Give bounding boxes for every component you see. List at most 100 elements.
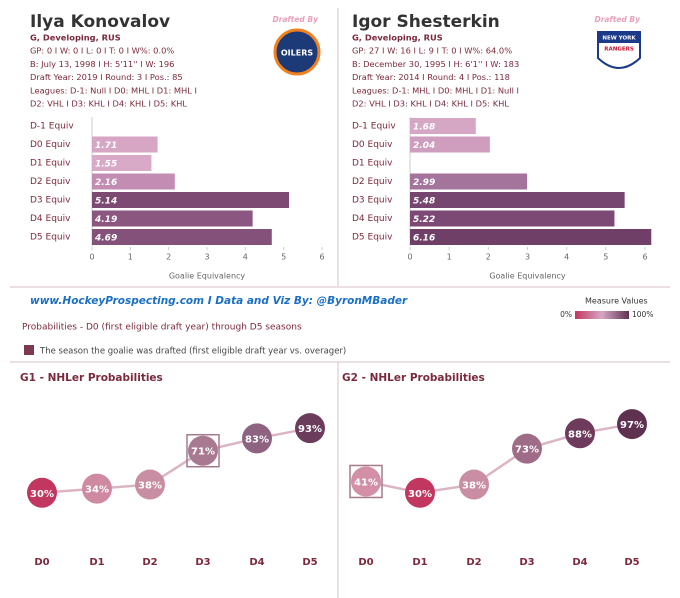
player-info: Draft Year: 2014 I Round: 4 I Pos.: 118 bbox=[352, 72, 510, 82]
category-label: D-1 Equiv bbox=[30, 122, 74, 132]
bar bbox=[92, 136, 158, 153]
bar-label: 4.19 bbox=[94, 215, 117, 225]
value-label: 41% bbox=[354, 477, 378, 488]
value-label: 73% bbox=[515, 445, 539, 456]
player-info: GP: 0 I W: 0 I L: 0 I T: 0 I W%: 0.0% bbox=[30, 46, 174, 56]
category-label: D0 Equiv bbox=[352, 140, 393, 150]
bar bbox=[92, 229, 272, 245]
category-label: D2 Equiv bbox=[30, 177, 71, 187]
logo-text: RANGERS bbox=[604, 47, 634, 53]
category-label: D3 Equiv bbox=[352, 196, 393, 206]
value-label: 34% bbox=[85, 485, 109, 496]
value-label: 83% bbox=[245, 434, 269, 445]
category-label: D5 Equiv bbox=[30, 233, 71, 243]
scale-max: 100% bbox=[632, 310, 653, 319]
x-tick-label: D0 bbox=[34, 557, 49, 568]
bar-label: 2.99 bbox=[413, 178, 435, 188]
category-label: D3 Equiv bbox=[30, 196, 71, 206]
point bbox=[617, 409, 647, 440]
chart-title: G2 - NHLer Probabilities bbox=[342, 372, 485, 384]
x-tick-label: D2 bbox=[466, 557, 481, 568]
drafted-highlight bbox=[349, 464, 383, 499]
player-info: B: July 13, 1998 I H: 5'11'' I W: 196 bbox=[30, 59, 174, 69]
value-label: 38% bbox=[462, 481, 486, 492]
drafted-by: Drafted By bbox=[272, 15, 319, 24]
player-name: Igor Shesterkin bbox=[352, 12, 500, 32]
point bbox=[351, 466, 381, 497]
x-tick-label: 6 bbox=[642, 253, 647, 262]
value-label: 38% bbox=[138, 481, 162, 492]
point bbox=[188, 435, 218, 466]
x-tick-label: 6 bbox=[319, 253, 324, 262]
drafted-highlight bbox=[186, 433, 220, 468]
bar-label: 2.16 bbox=[95, 178, 117, 188]
x-tick-label: D3 bbox=[195, 557, 210, 568]
x-tick-label: 1 bbox=[128, 253, 133, 262]
bar bbox=[410, 192, 625, 208]
x-tick-label: D5 bbox=[302, 557, 317, 568]
player-info: Leagues: D-1: MHL I D0: MHL I D1: Null I bbox=[352, 85, 519, 95]
x-tick-label: D4 bbox=[572, 557, 587, 568]
x-tick-label: 4 bbox=[243, 253, 248, 262]
player-info: D2: VHL I D3: KHL I D4: KHL I D5: KHL bbox=[30, 99, 187, 109]
x-tick-label: 5 bbox=[281, 253, 286, 262]
x-tick-label: 3 bbox=[204, 253, 209, 262]
value-label: 93% bbox=[298, 424, 322, 435]
player-info: D2: VHL I D3: KHL I D4: KHL I D5: KHL bbox=[352, 99, 509, 109]
bar bbox=[410, 136, 490, 153]
site-credit: www.HockeyProspecting.com I Data and Viz… bbox=[30, 295, 408, 307]
point bbox=[135, 469, 165, 500]
player-name: Ilya Konovalov bbox=[30, 12, 170, 32]
legend-text: The season the goalie was drafted (first… bbox=[39, 347, 346, 357]
x-tick-label: 0 bbox=[89, 253, 94, 262]
bar-label: 1.55 bbox=[95, 160, 117, 170]
x-tick-label: D0 bbox=[358, 557, 373, 568]
bar bbox=[410, 118, 476, 134]
point bbox=[242, 423, 272, 454]
logo-band bbox=[599, 33, 639, 43]
color-scale bbox=[575, 311, 629, 319]
chart-title: G1 - NHLer Probabilities bbox=[20, 372, 163, 384]
bar-label: 4.69 bbox=[94, 234, 117, 244]
x-tick-label: 5 bbox=[603, 253, 608, 262]
category-label: D4 Equiv bbox=[352, 214, 393, 224]
x-tick-label: D3 bbox=[519, 557, 534, 568]
x-axis-label: Goalie Equivalency bbox=[489, 272, 566, 281]
x-tick-label: 4 bbox=[564, 253, 569, 262]
drafted-by: Drafted By bbox=[594, 15, 641, 24]
x-tick-label: D5 bbox=[624, 557, 639, 568]
bar bbox=[410, 173, 528, 190]
point bbox=[295, 413, 325, 444]
x-tick-label: D4 bbox=[249, 557, 264, 568]
value-label: 97% bbox=[620, 420, 644, 431]
scale-min: 0% bbox=[560, 310, 572, 319]
x-tick-label: 2 bbox=[486, 253, 491, 262]
category-label: D2 Equiv bbox=[352, 177, 393, 187]
subtitle: Probabilities - D0 (first eligible draft… bbox=[22, 323, 302, 333]
value-label: 30% bbox=[408, 489, 432, 500]
x-tick-label: D2 bbox=[142, 557, 157, 568]
player-info: G, Developing, RUS bbox=[30, 33, 121, 43]
category-label: D5 Equiv bbox=[352, 233, 393, 243]
bar-label: 1.71 bbox=[95, 141, 117, 151]
bar-label: 2.04 bbox=[413, 141, 435, 151]
x-axis-label: Goalie Equivalency bbox=[169, 272, 246, 281]
player-info: Leagues: D-1: Null I D0: MHL I D1: MHL I bbox=[30, 85, 197, 95]
x-tick-label: 1 bbox=[447, 253, 452, 262]
point bbox=[512, 433, 542, 464]
point bbox=[405, 477, 435, 508]
point bbox=[82, 473, 112, 504]
x-tick-label: 3 bbox=[525, 253, 530, 262]
bar bbox=[92, 155, 152, 171]
category-label: D4 Equiv bbox=[30, 214, 71, 224]
player-info: B: December 30, 1995 I H: 6'1'' I W: 183 bbox=[352, 59, 519, 69]
category-label: D1 Equiv bbox=[30, 159, 71, 169]
logo-text: OILERS bbox=[281, 49, 314, 58]
value-label: 30% bbox=[30, 489, 54, 500]
point bbox=[565, 418, 595, 449]
bar bbox=[92, 192, 290, 208]
value-label: 88% bbox=[568, 429, 592, 440]
bar-label: 5.22 bbox=[413, 215, 435, 225]
